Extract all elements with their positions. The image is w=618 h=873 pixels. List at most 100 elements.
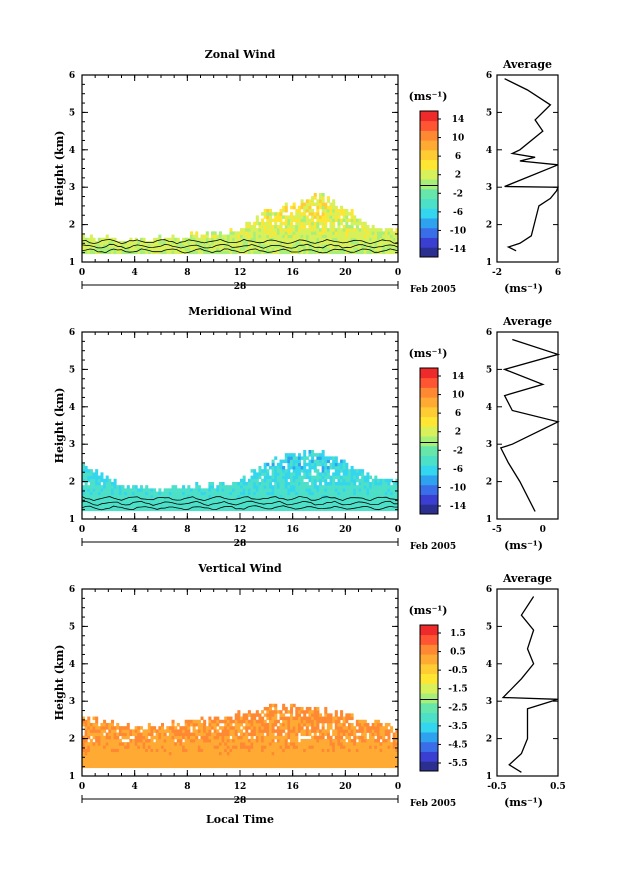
heatmap-cell bbox=[258, 494, 262, 499]
heatmap-cell bbox=[334, 710, 338, 714]
heatmap-cell bbox=[205, 748, 209, 753]
heatmap-cell bbox=[182, 247, 186, 251]
heatmap-cell bbox=[376, 231, 380, 235]
heatmap-cell bbox=[221, 764, 225, 769]
x-tick-label: 0 bbox=[79, 525, 85, 535]
heatmap-cell bbox=[103, 488, 107, 492]
heatmap-cell bbox=[166, 748, 170, 753]
heatmap-cell bbox=[105, 497, 109, 502]
heatmap-cell bbox=[234, 231, 238, 235]
heatmap-cell bbox=[189, 751, 193, 756]
heatmap-cell bbox=[166, 745, 170, 749]
heatmap-cell bbox=[361, 478, 365, 483]
heatmap-cell bbox=[321, 224, 325, 229]
heatmap-cell bbox=[355, 742, 359, 746]
heatmap-cell bbox=[229, 758, 233, 762]
heatmap-cell bbox=[369, 726, 373, 730]
heatmap-cell bbox=[168, 494, 172, 499]
heatmap-cell bbox=[113, 488, 117, 492]
heatmap-cell bbox=[276, 761, 280, 765]
heatmap-cell bbox=[116, 738, 120, 743]
avg-x-tick-label: -5 bbox=[492, 525, 502, 535]
heatmap-cell bbox=[110, 748, 114, 753]
heatmap-cell bbox=[355, 228, 359, 232]
heatmap-cell bbox=[345, 745, 349, 749]
heatmap-cell bbox=[232, 237, 236, 242]
heatmap-cell bbox=[155, 501, 159, 505]
heatmap-cell bbox=[305, 501, 309, 505]
heatmap-cell bbox=[84, 719, 88, 724]
heatmap-cell bbox=[189, 722, 193, 727]
heatmap-cell bbox=[166, 764, 170, 769]
heatmap-cell bbox=[266, 231, 270, 235]
heatmap-cell bbox=[276, 212, 280, 216]
heatmap-cell bbox=[384, 751, 388, 756]
heatmap-cell bbox=[361, 228, 365, 232]
heatmap-cell bbox=[332, 237, 336, 242]
heatmap-cell bbox=[232, 485, 236, 489]
x-tick-label: 4 bbox=[132, 782, 138, 792]
heatmap-cell bbox=[334, 732, 338, 737]
heatmap-cell bbox=[263, 462, 267, 467]
heatmap-cell bbox=[229, 761, 233, 765]
heatmap-cell bbox=[313, 215, 317, 219]
heatmap-cell bbox=[121, 240, 125, 245]
heatmap-cell bbox=[126, 751, 130, 756]
heatmap-cell bbox=[208, 491, 212, 496]
heatmap-cell bbox=[182, 494, 186, 499]
heatmap-cell bbox=[276, 465, 280, 470]
heatmap-cell bbox=[132, 497, 136, 502]
heatmap-cell bbox=[326, 742, 330, 746]
heatmap-cell bbox=[166, 488, 170, 492]
heatmap-cell bbox=[340, 722, 344, 727]
heatmap-cell bbox=[284, 481, 288, 486]
heatmap-cell bbox=[197, 501, 201, 505]
heatmap-cell bbox=[271, 494, 275, 499]
heatmap-cell bbox=[271, 719, 275, 724]
heatmap-cell bbox=[297, 706, 301, 711]
contour-lines bbox=[81, 238, 399, 254]
heatmap-cell bbox=[284, 706, 288, 711]
heatmap-cell bbox=[311, 726, 315, 730]
heatmap-cell bbox=[300, 481, 304, 486]
heatmap-cell bbox=[179, 748, 183, 753]
heatmap-cell bbox=[350, 244, 354, 248]
heatmap-cell bbox=[161, 761, 165, 765]
heatmap-cell bbox=[87, 726, 91, 730]
heatmap-cell bbox=[287, 491, 291, 496]
heatmap-cell bbox=[321, 205, 325, 210]
heatmap-cell bbox=[379, 754, 383, 759]
heatmap-cell bbox=[108, 745, 112, 749]
heatmap-cell bbox=[337, 224, 341, 229]
heatmap-cell bbox=[319, 205, 323, 210]
heatmap-cell bbox=[303, 732, 307, 737]
heatmap-cell bbox=[305, 231, 309, 235]
heatmap-cell bbox=[316, 735, 320, 740]
heatmap-cell bbox=[237, 719, 241, 724]
heatmap-cell bbox=[284, 224, 288, 229]
heatmap-cell bbox=[174, 729, 178, 733]
heatmap-cell bbox=[300, 722, 304, 727]
heatmap-cell bbox=[95, 469, 99, 473]
heatmap-cell bbox=[369, 491, 373, 496]
heatmap-cell bbox=[92, 240, 96, 245]
heatmap-cell bbox=[369, 485, 373, 489]
heatmap-cell bbox=[379, 751, 383, 756]
heatmap-cell bbox=[200, 501, 204, 505]
heatmap-cell bbox=[237, 726, 241, 730]
heatmap-cell bbox=[329, 485, 333, 489]
heatmap-cell bbox=[245, 234, 249, 239]
heatmap-cell bbox=[374, 764, 378, 769]
heatmap-cell bbox=[232, 729, 236, 733]
heatmap-cell bbox=[268, 504, 272, 508]
heatmap-cell bbox=[253, 726, 257, 730]
heatmap-cell bbox=[337, 738, 341, 743]
heatmap-cell bbox=[358, 497, 362, 502]
heatmap-cells bbox=[82, 192, 399, 255]
heatmap-cell bbox=[363, 722, 367, 727]
heatmap-cell bbox=[361, 237, 365, 242]
heatmap-cell bbox=[242, 761, 246, 765]
heatmap-cell bbox=[305, 205, 309, 210]
heatmap-cell bbox=[192, 751, 196, 756]
heatmap-cell bbox=[247, 758, 251, 762]
